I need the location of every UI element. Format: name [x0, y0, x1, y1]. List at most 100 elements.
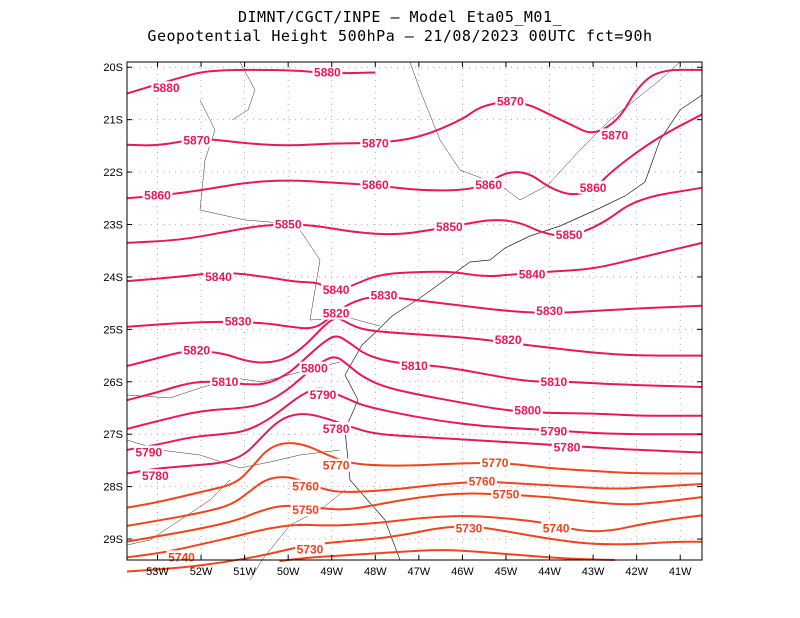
contour-5730: [126, 525, 702, 573]
lat-tick-label: 20S: [103, 62, 123, 74]
lat-tick-label: 22S: [103, 167, 123, 179]
contour-label-bg: [541, 521, 572, 535]
lat-tick-label: 21S: [103, 115, 123, 127]
contour-label-bg: [434, 220, 465, 234]
contour-5850: [126, 186, 703, 244]
contour-label-bg: [290, 503, 321, 517]
lon-tick-label: 47W: [408, 566, 431, 578]
contour-label: 5730: [456, 522, 483, 536]
lon-tick-label: 51W: [233, 566, 256, 578]
contour-label: 5760: [292, 480, 319, 494]
contour-label: 5850: [275, 218, 302, 232]
contour-label-bg: [360, 178, 391, 192]
contour-label: 5860: [580, 181, 607, 195]
contour-label-bg: [290, 479, 321, 493]
contour-label: 5800: [301, 362, 328, 376]
contour-label: 5840: [519, 267, 546, 281]
contour-label: 5860: [144, 189, 171, 203]
lon-tick-label: 49W: [320, 566, 343, 578]
contour-label-bg: [599, 128, 630, 142]
contour-5780: [126, 413, 703, 475]
contour-label-bg: [181, 133, 212, 147]
contour-label-bg: [299, 361, 330, 375]
contour-label-bg: [517, 267, 548, 281]
contour-label: 5840: [205, 270, 232, 284]
contour-label-bg: [538, 374, 569, 388]
lon-tick-label: 50W: [277, 566, 300, 578]
state-border-6: [409, 61, 681, 201]
contour-label-bg: [490, 487, 521, 501]
contour-label: 5760: [469, 474, 496, 488]
contour-label-bg: [312, 65, 343, 79]
contour-label: 5870: [602, 128, 629, 142]
state-border-5: [231, 61, 256, 121]
chart-title-line-2: Geopotential Height 500hPa – 21/08/2023 …: [147, 27, 653, 45]
state-border-8: [126, 479, 231, 546]
contour-label-bg: [534, 304, 565, 317]
contour-label: 5850: [556, 228, 583, 242]
contour-label-bg: [223, 314, 254, 328]
contour-label: 5870: [183, 134, 210, 148]
contour-5820: [126, 317, 702, 367]
contour-label: 5820: [323, 307, 350, 321]
contour-label: 5790: [310, 388, 337, 402]
contour-label-bg: [181, 343, 212, 357]
contour-label-bg: [321, 283, 352, 297]
lon-tick-label: 41W: [669, 566, 692, 578]
contour-label: 5790: [135, 446, 162, 460]
contour-label: 5740: [168, 550, 195, 564]
contour-label: 5770: [482, 456, 509, 470]
contour-label-bg: [294, 542, 325, 556]
contour-5750: [126, 492, 703, 543]
contour-label: 5810: [212, 375, 239, 389]
contour-label-bg: [551, 440, 582, 454]
contour-label-bg: [473, 178, 504, 192]
state-border-4: [199, 99, 216, 211]
lon-tick-label: 52W: [190, 566, 213, 578]
map-frame: [126, 61, 703, 561]
lat-tick-label: 23S: [103, 220, 123, 232]
contour-label: 5880: [314, 65, 341, 79]
contour-label: 5850: [436, 220, 463, 234]
contour-label: 5780: [323, 422, 350, 436]
contour-label-bg: [512, 403, 543, 417]
contour-label: 5880: [153, 81, 180, 95]
contour-5790: [126, 387, 702, 451]
contour-label-bg: [399, 359, 430, 373]
contour-label: 5820: [495, 333, 522, 347]
contour-label: 5730: [297, 543, 324, 557]
contour-label-bg: [321, 421, 352, 435]
lat-tick-label: 28S: [103, 482, 123, 494]
contour-5740: [126, 514, 703, 559]
contour-label-bg: [578, 180, 609, 194]
contour-label: 5830: [225, 314, 252, 328]
contour-label: 5770: [323, 459, 350, 473]
lat-tick-label: 24S: [103, 272, 123, 284]
contour-label-bg: [133, 445, 164, 459]
contour-5870: [126, 68, 702, 147]
contour-label-bg: [538, 424, 569, 438]
contour-label-bg: [453, 521, 484, 535]
lon-tick-label: 46W: [451, 566, 474, 578]
contour-lines: [126, 68, 703, 573]
contour-label: 5780: [554, 440, 581, 454]
contour-5760: [126, 476, 703, 527]
chart-title-line-1: DIMNT/CGCT/INPE – Model Eta05_M01_: [237, 8, 563, 26]
contour-label: 5860: [475, 178, 502, 192]
contour-label: 5870: [497, 94, 524, 108]
lat-tick-label: 25S: [103, 324, 123, 336]
lon-tick-label: 48W: [364, 566, 387, 578]
contour-label-bg: [480, 456, 511, 470]
contour-label: 5800: [514, 404, 541, 418]
contour-label-bg: [493, 332, 524, 346]
contour-label-bg: [142, 188, 173, 202]
axes: 20S 21S 22S 23S 24S 25S 26S 27S 28S 29S 53W 52W 51W 5…: [103, 62, 702, 578]
contour-label: 5780: [142, 469, 169, 483]
contour-label: 5820: [183, 343, 210, 357]
contour-label-bg: [140, 469, 171, 483]
contour-label: 5750: [292, 503, 319, 517]
contour-label: 5740: [543, 522, 570, 536]
lon-tick-label: 53W: [146, 566, 169, 578]
lon-tick-label: 43W: [582, 566, 605, 578]
